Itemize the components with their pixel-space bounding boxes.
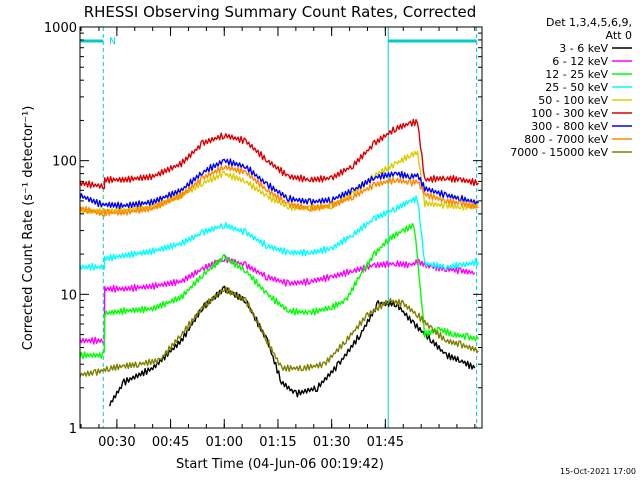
y-tick-label: 10 xyxy=(60,288,77,303)
y-axis-label: Corrected Count Rate (s⁻¹ detector⁻¹) xyxy=(21,106,36,351)
x-tick-label: 00:30 xyxy=(98,435,135,450)
legend-header-line-2: Att 0 xyxy=(606,29,632,42)
x-tick-label: 01:15 xyxy=(259,435,296,450)
chart-title: RHESSI Observing Summary Count Rates, Co… xyxy=(84,3,477,21)
y-tick-label: 1 xyxy=(69,422,77,437)
timestamp-label: 15-Oct-2021 17:00 xyxy=(560,467,636,476)
series-line xyxy=(79,286,479,377)
legend-label: 25 - 50 keV xyxy=(545,81,608,94)
x-axis-label: Start Time (04-Jun-06 00:19:42) xyxy=(176,457,384,472)
plot-frame xyxy=(79,26,483,429)
series-line xyxy=(79,222,480,360)
legend-label: 300 - 800 keV xyxy=(531,120,608,133)
legend-label: 3 - 6 keV xyxy=(559,42,608,55)
plot-area: N xyxy=(79,27,480,428)
x-tick-label: 00:45 xyxy=(152,435,189,450)
series-line xyxy=(79,164,479,217)
legend-header-line-1: Det 1,3,4,5,6,9, xyxy=(546,16,632,29)
x-tick-label: 01:45 xyxy=(367,435,404,450)
legend-label: 100 - 300 keV xyxy=(531,107,608,120)
series-line xyxy=(79,255,476,345)
legend-label: 7000 - 15000 keV xyxy=(510,146,608,159)
legend-label: 12 - 25 keV xyxy=(545,68,608,81)
x-tick-label: 01:00 xyxy=(206,435,243,450)
legend-label: 800 - 7000 keV xyxy=(524,133,608,146)
series-line xyxy=(79,118,479,190)
x-tick-label: 01:30 xyxy=(313,435,350,450)
series-line xyxy=(79,195,480,271)
series-line xyxy=(109,285,476,407)
legend-label: 50 - 100 keV xyxy=(538,94,608,107)
legend-label: 6 - 12 keV xyxy=(552,55,608,68)
attenuator-state-label: N xyxy=(109,37,116,47)
y-tick-label: 100 xyxy=(52,155,77,170)
y-tick-label: 1000 xyxy=(44,21,77,36)
axes: 1 10 100 1000 00:30 00:45 01:00 01:15 01:30 01:45 xyxy=(44,21,482,450)
series-line xyxy=(79,158,479,210)
